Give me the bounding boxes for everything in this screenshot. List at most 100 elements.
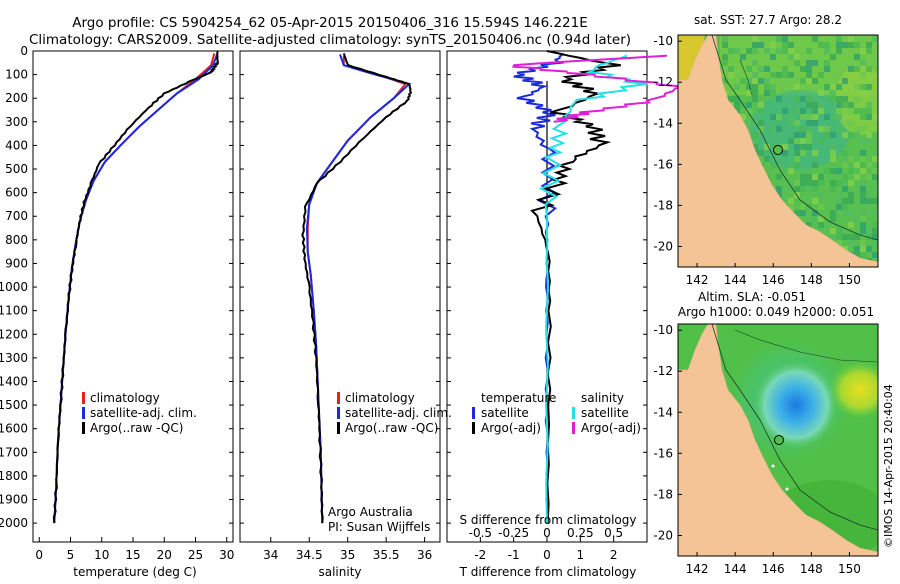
sst-pixel — [746, 102, 752, 108]
series-line-climatology — [306, 55, 408, 524]
x-tick-label: -1 — [508, 548, 520, 562]
sst-pixel — [848, 156, 854, 162]
sst-pixel — [782, 144, 788, 150]
series-line-t-argo-adj- — [530, 50, 621, 524]
sst-pixel — [758, 66, 764, 72]
sst-pixel — [734, 102, 740, 108]
sst-pixel — [842, 42, 848, 48]
sst-pixel — [866, 234, 872, 240]
sst-pixel — [788, 42, 794, 48]
salinity-legend: climatology satellite-adj. clim. Argo(..… — [337, 391, 452, 435]
sst-pixel — [836, 204, 842, 210]
sst-pixel — [866, 246, 872, 252]
sst-pixel — [836, 228, 842, 234]
sst-pixel — [788, 186, 794, 192]
map-y-tick-label: -14 — [653, 116, 673, 130]
map-y-tick-label: -18 — [653, 198, 673, 212]
sst-pixel — [842, 162, 848, 168]
series-line-s-satellite — [538, 54, 648, 524]
sst-pixel — [860, 108, 866, 114]
sst-pixel — [782, 48, 788, 54]
sst-pixel — [848, 42, 854, 48]
sst-pixel — [854, 252, 860, 258]
sst-pixel — [812, 198, 818, 204]
sst-pixel — [794, 162, 800, 168]
legend-swatch-t-argo — [472, 422, 475, 434]
sst-pixel — [722, 54, 728, 60]
sst-pixel — [854, 36, 860, 42]
x-tick-label: 35.5 — [373, 548, 400, 562]
sst-pixel — [872, 228, 878, 234]
sla-shelf-contour — [711, 324, 878, 531]
series-line-satellite-adj-clim- — [305, 54, 412, 524]
sst-pixel — [860, 228, 866, 234]
x-tick-label: -2 — [474, 548, 486, 562]
sst-pixel — [848, 222, 854, 228]
sst-pixel — [836, 168, 842, 174]
x-tick-label: 25 — [188, 548, 203, 562]
sst-pixel — [776, 36, 782, 42]
sst-pixel — [812, 216, 818, 222]
sst-pixel — [866, 72, 872, 78]
sst-pixel — [872, 114, 878, 120]
sst-pixel — [812, 174, 818, 180]
sst-pixel — [854, 174, 860, 180]
sst-pixel — [860, 156, 866, 162]
sst-pixel — [872, 222, 878, 228]
sst-pixel — [806, 114, 812, 120]
sst-pixel — [770, 96, 776, 102]
sst-pixel — [818, 180, 824, 186]
sst-pixel — [830, 144, 836, 150]
s-x-tick-label: 0.25 — [567, 526, 594, 540]
sst-pixel — [770, 72, 776, 78]
sst-pixel — [728, 54, 734, 60]
sst-pixel — [848, 36, 854, 42]
sst-pixel — [812, 120, 818, 126]
sst-pixel — [788, 162, 794, 168]
sla-track-dot — [771, 464, 775, 468]
sst-pixel — [872, 240, 878, 246]
sst-pixel — [746, 48, 752, 54]
sst-pixel — [752, 42, 758, 48]
sst-pixel — [776, 174, 782, 180]
sst-pixel — [800, 204, 806, 210]
sst-pixel — [836, 36, 842, 42]
sst-pixel — [836, 102, 842, 108]
x-tick-label: 10 — [94, 548, 109, 562]
sst-shelf-contour — [711, 35, 878, 241]
sst-pixel — [794, 60, 800, 66]
sst-pixel — [722, 42, 728, 48]
sst-pixel — [854, 216, 860, 222]
sst-pixel — [818, 174, 824, 180]
sst-pixel — [788, 72, 794, 78]
sst-pixel — [770, 90, 776, 96]
sst-pixel — [800, 96, 806, 102]
y-tick-label: 1900 — [0, 493, 28, 507]
s-x-tick-label: -0.25 — [498, 526, 529, 540]
legend-s-satellite: satellite — [581, 406, 629, 420]
sla-map-title-line2: Argo h1000: 0.049 h2000: 0.051 — [678, 305, 874, 319]
sst-pixel — [800, 126, 806, 132]
map-y-tick-label: -20 — [653, 239, 673, 253]
sst-pixel — [860, 198, 866, 204]
sst-pixel — [824, 132, 830, 138]
sst-pixel — [770, 126, 776, 132]
sst-pixel — [812, 162, 818, 168]
sst-pixel — [788, 180, 794, 186]
sst-pixel — [854, 54, 860, 60]
y-tick-label: 1400 — [0, 374, 28, 388]
sst-pixel — [818, 102, 824, 108]
sst-pixel — [836, 108, 842, 114]
legend-satellite: satellite-adj. clim. — [90, 406, 197, 420]
sst-pixel — [758, 42, 764, 48]
legend-swatch-climatology — [337, 392, 340, 404]
legend-climatology: climatology — [345, 391, 415, 405]
map-x-tick-label: 142 — [686, 562, 709, 576]
sst-pixel — [788, 138, 794, 144]
sst-pixel — [794, 180, 800, 186]
y-tick-label: 200 — [5, 91, 28, 105]
sst-pixel — [812, 84, 818, 90]
legend-swatch-argo — [82, 422, 85, 434]
sst-pixel — [848, 108, 854, 114]
